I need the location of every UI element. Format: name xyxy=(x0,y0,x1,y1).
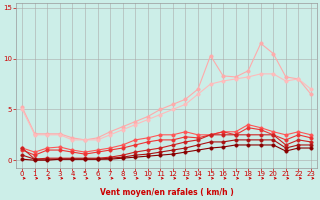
X-axis label: Vent moyen/en rafales ( km/h ): Vent moyen/en rafales ( km/h ) xyxy=(100,188,234,197)
